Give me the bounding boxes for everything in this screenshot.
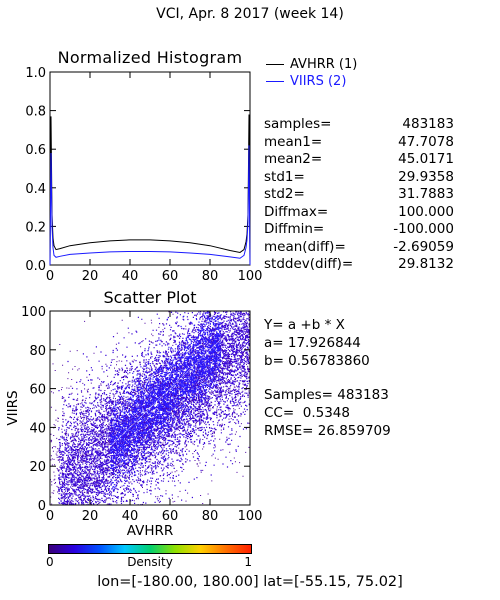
x-tick-label: 60 [162, 269, 179, 284]
legend-line-viirs [266, 81, 284, 82]
density-colorbar: 0 Density 1 [46, 544, 252, 570]
stat-label: std1= [264, 168, 305, 185]
stat-label: Diffmin= [264, 221, 325, 237]
y-tick-label: 20 [29, 460, 46, 475]
stat-value: 31.7883 [398, 186, 454, 202]
stat-value: -100.000 [393, 221, 454, 237]
histogram-stats: samples= 483183 mean1= 47.7078 mean2= 45.01… [264, 116, 454, 274]
stat-row: mean(diff)= -2.69059 [264, 239, 454, 257]
histogram-frame [49, 71, 251, 266]
rmse-value: RMSE= 26.859709 [264, 423, 391, 439]
stat-value: 45.0171 [398, 151, 454, 167]
y-tick-label: 1.0 [25, 66, 46, 81]
histogram-series-avhrr [49, 114, 251, 266]
y-tick-label: 0.4 [25, 182, 46, 197]
fit-equation: Y= a +b * X [264, 317, 345, 333]
main-title: VCI, Apr. 8 2017 (week 14) [156, 6, 344, 22]
stat-value: 47.7078 [398, 133, 454, 150]
colorbar-min-label: 0 [46, 555, 54, 569]
x-tick-label: 40 [122, 509, 139, 524]
legend-line-avhrr [266, 64, 284, 65]
stat-label: mean2= [264, 151, 323, 167]
stat-label: mean1= [264, 133, 323, 150]
correlation-coefficient: CC= 0.5348 [264, 405, 350, 421]
scatter-density-core [110, 311, 222, 491]
x-tick-label: 20 [82, 509, 99, 524]
stat-row: samples= 483183 [264, 116, 454, 134]
x-axis-label: AVHRR [127, 523, 174, 539]
y-tick-label: 100 [21, 305, 46, 320]
x-tick-label: 0 [46, 269, 54, 284]
fit-b: b= 0.56783860 [264, 353, 370, 369]
legend-item-avhrr: AVHRR (1) [266, 56, 357, 73]
y-tick-label: 0.2 [25, 220, 46, 235]
histogram-legend: AVHRR (1) VIIRS (2) [266, 56, 357, 90]
scatter-frame [49, 310, 251, 506]
y-tick-label: 0.0 [25, 259, 46, 274]
y-tick-label: 80 [29, 344, 46, 359]
stat-label: Diffmax= [264, 203, 329, 220]
stat-row: mean2= 45.0171 [264, 151, 454, 169]
legend-label-viirs: VIIRS (2) [290, 74, 347, 89]
samples-count: Samples= 483183 [264, 387, 389, 403]
y-axis-label: VIIRS [5, 390, 21, 425]
x-tick-label: 40 [122, 269, 139, 284]
y-tick-label: 40 [29, 421, 46, 436]
stat-row: std2= 31.7883 [264, 186, 454, 204]
scatter-fit-info: Y= a +b * X a= 17.926844 b= 0.56783860 S… [264, 316, 391, 440]
histogram-chart: 0 20 40 60 80 100 0.0 0.2 0.4 0.6 0.8 1.0 [25, 66, 263, 284]
stat-row: Diffmin= -100.000 [264, 221, 454, 239]
stat-value: 483183 [402, 116, 454, 132]
stat-row: std1= 29.9358 [264, 169, 454, 187]
histogram-series-viirs [49, 145, 251, 266]
colorbar-max-label: 1 [244, 555, 252, 569]
x-tick-label: 100 [238, 269, 263, 284]
stat-label: stddev(diff)= [264, 256, 354, 272]
x-tick-label: 100 [238, 509, 263, 524]
colorbar-title: Density [127, 555, 173, 569]
x-tick-label: 80 [202, 269, 219, 284]
histogram-title: Normalized Histogram [57, 48, 243, 67]
stat-value: 29.8132 [398, 256, 454, 272]
scatter-points [50, 311, 250, 505]
x-tick-label: 20 [82, 269, 99, 284]
y-tick-label: 0.8 [25, 105, 46, 120]
stat-label: mean(diff)= [264, 238, 346, 255]
stat-label: samples= [264, 116, 332, 132]
colorbar-gradient [48, 544, 252, 554]
y-tick-label: 60 [29, 383, 46, 398]
stat-value: 100.000 [398, 203, 454, 220]
stat-row: mean1= 47.7078 [264, 134, 454, 152]
one-to-one-line [50, 311, 250, 505]
y-tick-label: 0 [38, 499, 46, 514]
stat-label: std2= [264, 186, 305, 202]
scatter-density-cloud [58, 311, 250, 505]
legend-item-viirs: VIIRS (2) [266, 73, 357, 90]
scatter-title: Scatter Plot [103, 288, 197, 307]
x-tick-label: 0 [46, 509, 54, 524]
fit-a: a= 17.926844 [264, 335, 361, 351]
stat-row: stddev(diff)= 29.8132 [264, 256, 454, 274]
legend-label-avhrr: AVHRR (1) [290, 57, 358, 72]
y-tick-label: 0.6 [25, 143, 46, 158]
stat-row: Diffmax= 100.000 [264, 204, 454, 222]
x-tick-label: 60 [162, 509, 179, 524]
stat-value: -2.69059 [393, 238, 454, 255]
stat-value: 29.9358 [398, 168, 454, 185]
scatter-chart: 0 20 40 60 80 100 0 20 40 60 80 100 AVHRR VIIRS [5, 305, 263, 539]
x-tick-label: 80 [202, 509, 219, 524]
footer-bounds: lon=[-180.00, 180.00] lat=[-55.15, 75.02… [97, 574, 403, 590]
